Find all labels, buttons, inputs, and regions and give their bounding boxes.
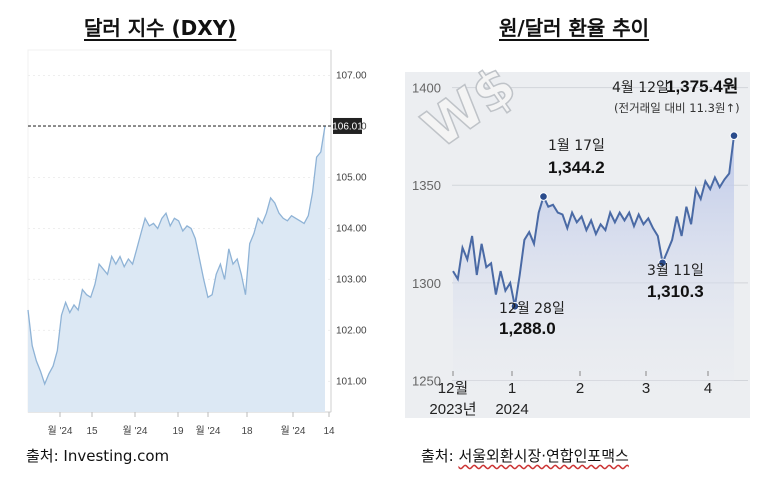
krw-annotation-value: 1,344.2: [548, 158, 605, 177]
krw-x-tick-label: 3: [642, 380, 650, 397]
krw-annotated-point: [658, 258, 667, 268]
krw-x-tick-sublabel: 2024: [495, 401, 528, 418]
krw-annotation-value: 1,288.0: [499, 319, 556, 338]
dxy-x-tick-label: 18: [241, 426, 253, 437]
krw-source: 출처: 서울외환시장·연합인포맥스: [421, 445, 629, 466]
krw-x-tick-label: 2: [576, 380, 584, 397]
dxy-x-tick-label: 월 '24: [280, 425, 305, 437]
krw-annotation-note: (전거래일 대비 11.3원↑): [614, 101, 740, 115]
dxy-line: [27, 125, 326, 386]
krw-x-tick-label: 12월: [438, 380, 469, 397]
krw-annotated-point: [539, 192, 548, 201]
krw-annotated-point: [729, 131, 739, 140]
dxy-chart: 107.00106.00105.00104.00103.00102.00101.…: [27, 49, 367, 437]
dxy-y-tick-label: 101.00: [336, 376, 367, 387]
dxy-chart-title: 달러 지수 (DXY): [84, 16, 237, 40]
krw-y-tick-label: 1250: [412, 373, 441, 388]
dxy-y-tick-label: 105.00: [336, 172, 367, 183]
dxy-x-tick-label: 19: [172, 426, 184, 437]
krw-y-tick-label: 1300: [412, 276, 441, 291]
krw-x-tick-sublabel: 2023년: [429, 401, 476, 418]
krw-annotation-date: 12월 28일: [499, 301, 565, 317]
dxy-x-tick-label: 15: [86, 426, 98, 437]
dxy-y-tick-label: 107.00: [336, 70, 367, 81]
dxy-area: [28, 126, 325, 412]
krw-x-tick-label: 1: [508, 380, 516, 397]
krw-annotation-date: 3월 11일: [647, 263, 704, 279]
dxy-x-tick-label: 월 '24: [47, 425, 72, 437]
krw-area: [453, 135, 734, 400]
krw-annotation-date: 4월 12일: [612, 80, 669, 96]
krw-source-prefix: 출처:: [421, 447, 459, 465]
krw-x-tick-label: 4: [704, 380, 712, 397]
krw-annotation-value: 1,310.3: [647, 282, 704, 301]
krw-annotation-date: 1월 17일: [548, 138, 605, 154]
dxy-source: 출처: Investing.com: [26, 447, 170, 465]
krw-chart-title: 원/달러 환율 추이: [499, 16, 650, 40]
dxy-current-value: 106.01: [332, 121, 363, 132]
dxy-current-value-box: [333, 117, 362, 134]
dxy-y-tick-label: 102.00: [336, 325, 367, 336]
krw-y-tick-label: 1400: [412, 81, 441, 96]
dxy-y-tick-label: 103.00: [336, 274, 367, 285]
krw-y-tick-label: 1350: [412, 178, 441, 193]
dxy-x-tick-label: 월 '24: [122, 425, 147, 437]
krw-source-name: 서울외환시장·연합인포맥스: [458, 447, 629, 465]
dxy-x-tick-label: 14: [323, 426, 335, 437]
krw-annotation-value: 1,375.4원: [666, 77, 738, 96]
krw-annotated-point: [510, 301, 520, 311]
krw-line: [452, 135, 735, 307]
dxy-x-tick-label: 월 '24: [195, 425, 220, 437]
dxy-y-tick-label: 104.00: [336, 223, 367, 234]
